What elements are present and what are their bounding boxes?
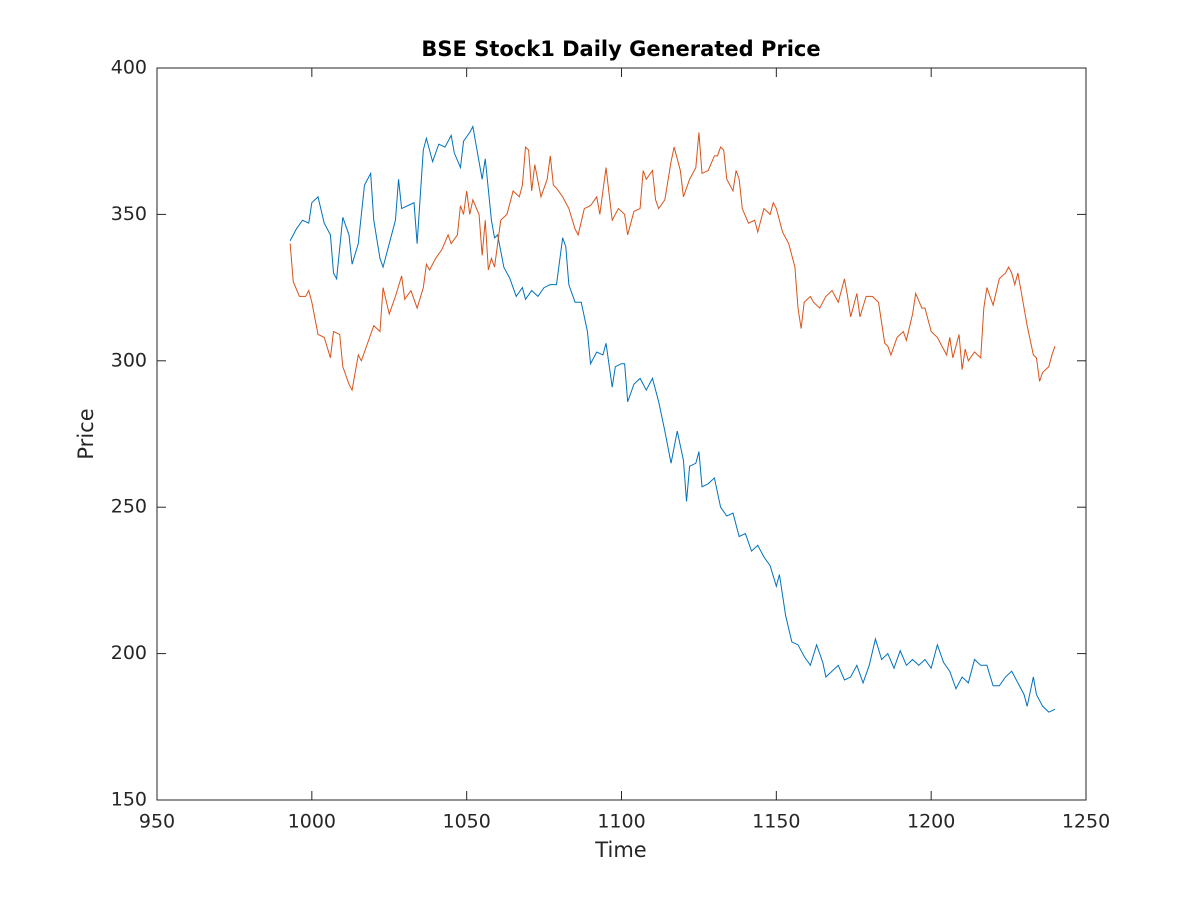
x-tick-label: 1150 — [752, 811, 800, 833]
x-tick-label: 1200 — [907, 811, 955, 833]
x-axis-label: Time — [594, 838, 646, 862]
x-tick-label: 1250 — [1062, 811, 1110, 833]
y-tick-label: 400 — [111, 57, 147, 79]
x-tick-label: 1050 — [442, 811, 490, 833]
x-tick-label: 1100 — [597, 811, 645, 833]
series-line — [289, 125, 1056, 713]
y-tick-label: 250 — [111, 496, 147, 518]
y-tick-label: 200 — [111, 642, 147, 664]
x-tick-label: 950 — [139, 811, 175, 833]
y-tick-label: 150 — [111, 789, 147, 811]
x-tick-label: 1000 — [288, 811, 336, 833]
series-line — [289, 132, 1056, 392]
y-tick-label: 300 — [111, 349, 147, 371]
y-axis-label: Price — [74, 408, 98, 459]
y-tick-label: 350 — [111, 203, 147, 225]
chart-title: BSE Stock1 Daily Generated Price — [421, 37, 820, 61]
